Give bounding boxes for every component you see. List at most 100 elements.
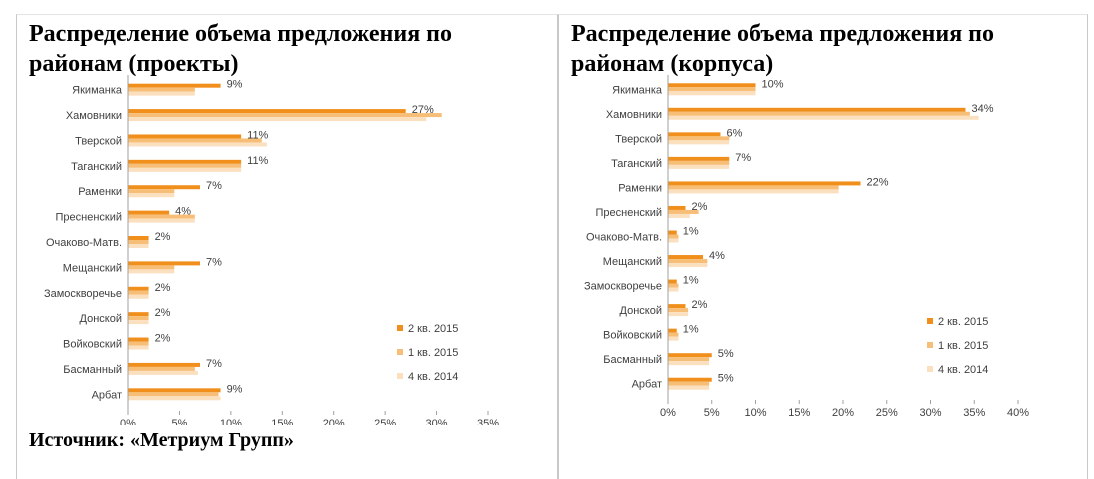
bar-1-кв-2015	[668, 259, 708, 264]
bar-1-кв-2015	[128, 189, 175, 194]
x-tick-label: 15%	[271, 418, 293, 425]
bar-4-кв-2014	[668, 336, 679, 341]
bar-4-кв-2014	[668, 287, 679, 292]
x-tick-label: 10%	[744, 407, 766, 419]
data-label: 34%	[972, 103, 994, 115]
data-label: 6%	[727, 127, 743, 139]
bar-4-кв-2014	[128, 142, 267, 147]
bar-4-кв-2014	[668, 213, 690, 218]
category-label: Таганский	[71, 161, 122, 173]
category-label: Тверской	[75, 135, 122, 147]
bar-4-кв-2014	[128, 345, 149, 350]
data-label: 2%	[692, 299, 708, 311]
x-tick-label: 25%	[876, 407, 898, 419]
data-label: 22%	[867, 176, 889, 188]
bar-4-кв-2014	[128, 370, 198, 375]
legend-swatch	[397, 325, 403, 331]
bar-1-кв-2015	[128, 163, 242, 168]
bar-2-кв-2015	[668, 230, 677, 235]
data-label: 4%	[175, 206, 191, 218]
bar-2-кв-2015	[668, 156, 730, 161]
data-label: 1%	[683, 226, 699, 238]
legend-swatch	[927, 318, 933, 324]
bar-4-кв-2014	[128, 294, 149, 299]
category-label: Мещанский	[63, 262, 122, 274]
bar-4-кв-2014	[668, 385, 710, 390]
x-tick-label: 20%	[832, 407, 854, 419]
bar-1-кв-2015	[128, 366, 195, 371]
bar-2-кв-2015	[128, 388, 221, 393]
category-label: Донской	[620, 305, 662, 317]
data-label: 9%	[227, 79, 243, 91]
category-label: Тверской	[615, 133, 662, 145]
bar-1-кв-2015	[668, 111, 970, 116]
bar-2-кв-2015	[128, 312, 149, 317]
x-tick-label: 0%	[660, 407, 676, 419]
x-tick-label: 25%	[374, 418, 396, 425]
x-tick-label: 20%	[323, 418, 345, 425]
data-label: 10%	[762, 78, 784, 90]
source-note: Источник: «Метриум Групп»	[29, 429, 294, 451]
legend-label: 2 кв. 2015	[938, 316, 988, 328]
bar-1-кв-2015	[128, 138, 262, 143]
bar-4-кв-2014	[668, 263, 708, 268]
bar-2-кв-2015	[128, 337, 149, 342]
data-label: 7%	[735, 152, 751, 164]
category-label: Арбат	[632, 379, 662, 391]
category-label: Войковский	[603, 330, 662, 342]
bar-4-кв-2014	[668, 312, 689, 317]
bar-4-кв-2014	[668, 164, 730, 169]
data-label: 2%	[155, 282, 171, 294]
bar-4-кв-2014	[668, 238, 679, 243]
bar-4-кв-2014	[128, 269, 175, 274]
category-label: Мещанский	[603, 256, 662, 268]
bar-4-кв-2014	[128, 218, 195, 223]
data-label: 5%	[718, 348, 734, 360]
data-label: 11%	[247, 155, 268, 167]
legend-label: 4 кв. 2014	[938, 364, 988, 376]
x-tick-label: 40%	[1007, 407, 1029, 419]
bar-2-кв-2015	[668, 353, 712, 358]
data-label: 2%	[155, 231, 171, 243]
bar-1-кв-2015	[668, 308, 689, 313]
x-tick-label: 35%	[477, 418, 499, 425]
data-label: 5%	[718, 373, 734, 385]
category-label: Пресненский	[55, 212, 122, 224]
category-label: Басманный	[63, 364, 122, 376]
data-label: 2%	[155, 307, 171, 319]
legend-swatch	[927, 342, 933, 348]
bar-4-кв-2014	[668, 91, 756, 96]
chart-panel-buildings: Распределение объема предложения по райо…	[558, 14, 1088, 479]
bar-2-кв-2015	[668, 255, 703, 260]
data-label: 11%	[247, 129, 268, 141]
x-tick-label: 30%	[426, 418, 448, 425]
data-label: 27%	[412, 104, 434, 116]
bar-2-кв-2015	[668, 181, 861, 186]
x-tick-label: 5%	[704, 407, 720, 419]
bar-1-кв-2015	[668, 283, 679, 288]
category-label: Донской	[80, 313, 122, 325]
category-label: Хамовники	[66, 110, 122, 122]
legend-label: 1 кв. 2015	[408, 347, 458, 359]
category-label: Арбат	[92, 389, 122, 401]
legend-label: 4 кв. 2014	[408, 371, 458, 383]
bar-2-кв-2015	[128, 236, 149, 240]
data-label: 2%	[155, 333, 171, 345]
bar-1-кв-2015	[668, 185, 839, 190]
bar-4-кв-2014	[668, 189, 839, 194]
bar-4-кв-2014	[128, 193, 175, 198]
bar-4-кв-2014	[668, 361, 710, 366]
bar-4-кв-2014	[128, 396, 221, 401]
bar-1-кв-2015	[668, 87, 756, 92]
bar-1-кв-2015	[128, 316, 149, 321]
data-label: 2%	[692, 201, 708, 213]
bar-1-кв-2015	[668, 234, 679, 239]
category-label: Замоскворечье	[44, 288, 122, 300]
bar-2-кв-2015	[128, 210, 170, 215]
x-tick-label: 5%	[171, 418, 187, 425]
x-tick-label: 0%	[120, 418, 136, 425]
category-label: Якиманка	[612, 84, 663, 96]
category-label: Раменки	[78, 186, 122, 198]
bar-2-кв-2015	[668, 205, 686, 210]
category-label: Таганский	[611, 158, 662, 170]
